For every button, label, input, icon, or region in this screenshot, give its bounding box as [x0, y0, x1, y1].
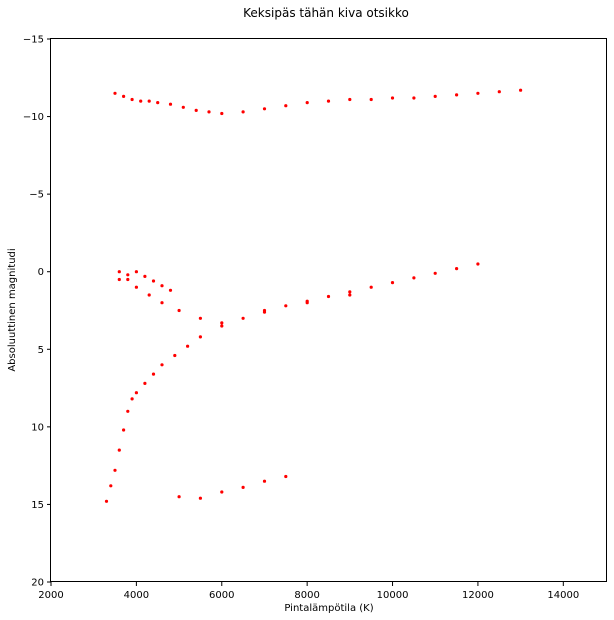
data-point — [348, 97, 352, 102]
data-point — [412, 276, 416, 280]
x-axis: 2000 4000 6000 8000 10000 12000 14000 — [38, 582, 579, 601]
data-point — [160, 284, 164, 288]
data-point — [151, 279, 156, 283]
data-point — [262, 107, 267, 111]
data-point — [109, 484, 113, 488]
data-point — [348, 293, 352, 297]
data-point — [220, 324, 224, 328]
data-point — [455, 267, 459, 271]
x-tick-label: 8000 — [294, 590, 319, 601]
data-point — [130, 97, 134, 102]
data-point — [220, 321, 224, 325]
data-point — [284, 304, 288, 308]
y-axis-label: Absoluuttinen magnitudi — [7, 248, 18, 371]
data-point — [177, 495, 181, 499]
x-tick-label: 14000 — [547, 590, 579, 601]
data-point — [326, 294, 331, 299]
data-point — [177, 308, 181, 313]
data-point — [390, 281, 395, 285]
data-point — [369, 285, 373, 289]
data-point — [369, 97, 373, 102]
data-point — [198, 335, 202, 339]
y-tick-label: −5 — [29, 190, 44, 201]
data-point — [220, 111, 224, 116]
data-point — [160, 301, 164, 305]
data-point — [126, 273, 130, 277]
data-point — [117, 448, 121, 452]
data-point — [147, 293, 151, 297]
data-point — [497, 90, 501, 94]
y-tick-label: 15 — [31, 500, 44, 511]
y-axis: −15 −10 −5 0 5 10 15 20 — [23, 35, 51, 589]
x-axis-label: Pintalämpötila (K) — [284, 603, 373, 614]
data-point — [143, 381, 147, 385]
data-point — [305, 101, 309, 105]
data-point — [284, 474, 288, 479]
data-point — [412, 96, 416, 100]
chart-title: Keksipäs tähän kiva otsikko — [243, 6, 409, 20]
data-point — [113, 468, 117, 472]
data-point — [186, 344, 190, 348]
plot-area-frame — [50, 38, 607, 582]
y-tick-label: −15 — [23, 35, 44, 46]
data-point — [433, 271, 437, 275]
data-point — [147, 99, 151, 103]
data-point — [519, 88, 523, 92]
data-point — [220, 490, 224, 494]
y-tick-label: 0 — [38, 267, 44, 278]
data-point — [194, 108, 198, 112]
data-point — [126, 277, 130, 282]
x-tick-label: 10000 — [377, 590, 409, 601]
y-tick-label: −10 — [23, 112, 44, 123]
data-point — [168, 102, 173, 106]
data-point — [160, 363, 164, 367]
data-point — [241, 110, 245, 114]
data-point — [151, 372, 156, 376]
data-point — [134, 270, 138, 274]
x-tick-label: 6000 — [209, 590, 234, 601]
data-point — [241, 485, 245, 489]
data-point — [207, 110, 211, 114]
x-tick-label: 4000 — [124, 590, 149, 601]
data-point — [262, 479, 267, 483]
data-point — [455, 93, 459, 97]
data-point — [348, 290, 352, 294]
data-point — [198, 316, 202, 320]
data-point — [139, 99, 143, 103]
data-point — [168, 288, 173, 292]
data-point — [173, 353, 177, 358]
y-tick-label: 5 — [38, 345, 44, 356]
scatter-points — [104, 88, 523, 503]
y-tick-label: 20 — [31, 578, 44, 589]
x-tick-label: 2000 — [38, 590, 63, 601]
data-point — [143, 274, 147, 278]
data-point — [134, 391, 138, 395]
y-tick-label: 10 — [31, 422, 44, 433]
data-point — [113, 91, 117, 95]
data-point — [117, 270, 121, 274]
data-point — [117, 277, 121, 282]
data-point — [122, 94, 126, 98]
data-point — [122, 428, 126, 432]
data-point — [390, 96, 395, 100]
data-point — [476, 262, 480, 266]
x-tick-label: 12000 — [462, 590, 494, 601]
data-point — [241, 316, 245, 320]
data-point — [181, 105, 185, 109]
data-point — [326, 99, 331, 103]
data-point — [284, 104, 288, 108]
data-point — [305, 301, 309, 305]
data-point — [476, 91, 480, 95]
data-point — [126, 409, 130, 413]
data-point — [198, 496, 202, 500]
data-point — [104, 499, 109, 503]
data-point — [130, 397, 134, 401]
data-point — [262, 308, 267, 313]
data-point — [156, 101, 160, 105]
data-point — [134, 285, 138, 289]
data-point — [433, 94, 437, 98]
